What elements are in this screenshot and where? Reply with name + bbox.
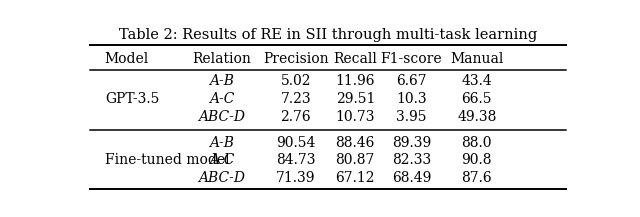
Text: 49.38: 49.38 [457, 110, 497, 124]
Text: 10.73: 10.73 [335, 110, 375, 124]
Text: 82.33: 82.33 [392, 153, 431, 167]
Text: 11.96: 11.96 [335, 74, 375, 88]
Text: 84.73: 84.73 [276, 153, 316, 167]
Text: 88.46: 88.46 [335, 135, 375, 150]
Text: Model: Model [105, 52, 149, 66]
Text: 29.51: 29.51 [335, 92, 375, 106]
Text: 88.0: 88.0 [461, 135, 492, 150]
Text: 2.76: 2.76 [280, 110, 311, 124]
Text: Recall: Recall [333, 52, 377, 66]
Text: 87.6: 87.6 [461, 171, 492, 185]
Text: GPT-3.5: GPT-3.5 [105, 92, 159, 106]
Text: 3.95: 3.95 [396, 110, 427, 124]
Text: Precision: Precision [263, 52, 328, 66]
Text: 90.54: 90.54 [276, 135, 316, 150]
Text: Fine-tuned model: Fine-tuned model [105, 153, 229, 167]
Text: 66.5: 66.5 [461, 92, 492, 106]
Text: A-B: A-B [209, 135, 234, 150]
Text: ABC-D: ABC-D [198, 171, 245, 185]
Text: 67.12: 67.12 [335, 171, 375, 185]
Text: ABC-D: ABC-D [198, 110, 245, 124]
Text: Relation: Relation [192, 52, 251, 66]
Text: 90.8: 90.8 [461, 153, 492, 167]
Text: A-C: A-C [209, 153, 234, 167]
Text: F1-score: F1-score [381, 52, 442, 66]
Text: 80.87: 80.87 [335, 153, 375, 167]
Text: 68.49: 68.49 [392, 171, 431, 185]
Text: 89.39: 89.39 [392, 135, 431, 150]
Text: 6.67: 6.67 [396, 74, 427, 88]
Text: 10.3: 10.3 [396, 92, 427, 106]
Text: Manual: Manual [450, 52, 504, 66]
Text: 5.02: 5.02 [280, 74, 311, 88]
Text: 7.23: 7.23 [280, 92, 311, 106]
Text: 71.39: 71.39 [276, 171, 316, 185]
Text: Table 2: Results of RE in SII through multi-task learning: Table 2: Results of RE in SII through mu… [119, 28, 537, 42]
Text: A-B: A-B [209, 74, 234, 88]
Text: 43.4: 43.4 [461, 74, 492, 88]
Text: A-C: A-C [209, 92, 234, 106]
